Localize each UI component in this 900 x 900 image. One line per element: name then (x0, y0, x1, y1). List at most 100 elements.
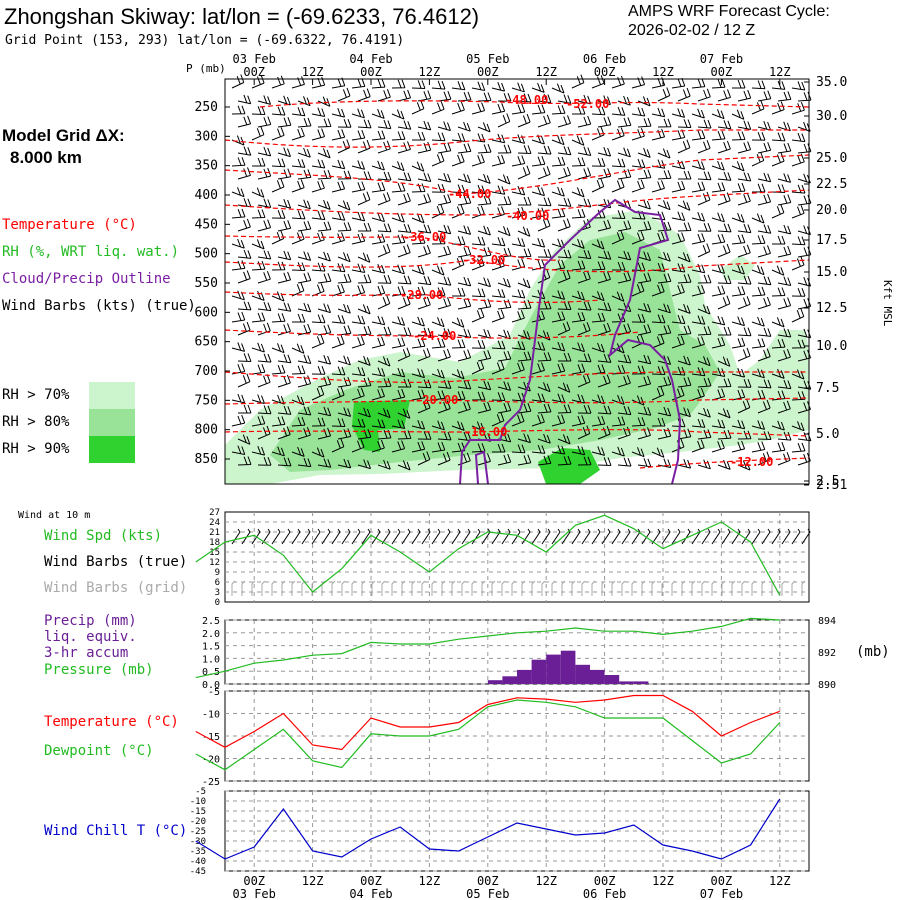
temperature-contour-0 (259, 100, 810, 108)
wind-barb (397, 141, 411, 154)
pressure-tick-label: 650 (195, 335, 218, 350)
wind-barb (577, 301, 592, 311)
wind-barb (777, 224, 792, 235)
wind-barb (337, 458, 352, 469)
wind-barb (612, 261, 626, 271)
true-wind-barb (601, 528, 611, 545)
wind-barb (791, 288, 806, 297)
temperature-line (195, 694, 781, 751)
wind-barb (557, 166, 571, 180)
wind-barb (391, 388, 406, 401)
wind-barb (657, 406, 672, 417)
wind-barb (451, 339, 466, 349)
wind-barb (317, 324, 332, 336)
wind-barb (351, 211, 366, 222)
wind-barb (637, 458, 652, 468)
wind-barb (257, 167, 272, 180)
wind-barb (771, 152, 785, 167)
wind-barb (617, 117, 632, 128)
wind-chill-line (195, 798, 781, 860)
wind-barb (377, 275, 392, 284)
wind-barb (591, 415, 606, 427)
wind-barb (297, 169, 312, 180)
wind-barb (597, 116, 612, 128)
precip-bar (590, 669, 605, 684)
wind-barb (657, 251, 671, 262)
wind-barb (431, 101, 445, 115)
wind-barb (577, 373, 591, 388)
true-wind-barb (271, 528, 281, 545)
wind-barb (431, 132, 446, 142)
wind-barb (697, 223, 712, 232)
wind-barb (697, 171, 712, 181)
wind-barb (637, 169, 652, 180)
wind-barb (611, 230, 625, 245)
wind-barb (351, 263, 366, 273)
wind-barb (657, 324, 672, 336)
wind-barb (251, 364, 266, 375)
wind-barb (317, 376, 332, 388)
pressure-tick-label: 700 (195, 364, 218, 379)
wind-barb (777, 276, 792, 286)
wind-barb (591, 312, 606, 323)
precip-bar (531, 659, 547, 684)
wind-barb (577, 167, 592, 180)
wind-barb (237, 456, 252, 466)
wind-barb (677, 407, 691, 418)
wind-barb (751, 338, 766, 349)
pressure-tick-label: 894 (818, 616, 836, 627)
wind-barb (311, 180, 325, 193)
wind-barb (591, 239, 605, 250)
wind-barb (357, 355, 371, 366)
grid-wind-barb (801, 580, 806, 596)
wind-barb (497, 226, 511, 237)
wind-barb (637, 147, 651, 158)
wind-barb (511, 134, 526, 144)
legend-wind-barbs: Wind Barbs (kts) (true) (2, 298, 196, 314)
wind-barb (697, 377, 712, 388)
wind-barb (671, 232, 686, 245)
temperature-contour-label: -32.00 (462, 253, 505, 267)
wind-barb (572, 105, 586, 115)
wind-barb (451, 132, 466, 142)
wind-barb (238, 404, 252, 414)
wind-barb (717, 429, 732, 440)
bottom-date-label: 06 Feb (583, 887, 626, 900)
grid-wind-barb (581, 580, 586, 596)
rh-key-70-label: RH > 70% (2, 387, 70, 403)
height-tick-label: 22.5 (816, 177, 847, 192)
wind-barb (291, 127, 305, 141)
wind-barb (417, 141, 432, 154)
wind-barb (711, 109, 725, 120)
wind-barb (411, 368, 425, 379)
true-wind-barb (791, 528, 801, 545)
wind-barb (277, 457, 292, 467)
wind-barb (291, 365, 306, 375)
wind-barb (652, 417, 666, 427)
wind-barb (751, 368, 765, 379)
wind-barb (457, 121, 471, 132)
wind-barb (257, 457, 272, 466)
legend-rh: RH (%, WRT liq. wat.) (2, 244, 180, 260)
precip-bar (487, 680, 503, 684)
wind-barb (691, 130, 706, 141)
wind-barb (398, 378, 412, 388)
wind-barb (617, 426, 631, 440)
wind-barb (511, 237, 526, 247)
wind-barb (677, 119, 692, 128)
wind-barb (451, 184, 466, 194)
true-wind-barb (281, 528, 291, 545)
true-wind-barb (261, 528, 271, 545)
wind-barb (537, 455, 552, 466)
wind-barb (231, 74, 245, 89)
wind-barb (571, 363, 586, 375)
wind-barb (451, 317, 465, 328)
wind-barb (397, 275, 412, 285)
wind-barb (251, 260, 266, 271)
wind-barb (737, 172, 752, 182)
grid-wind-barb (791, 580, 796, 596)
wind-barb (497, 277, 511, 288)
wind-barb (631, 107, 646, 117)
wind-barb (697, 429, 712, 440)
height-tick-label: 2.51 (816, 478, 847, 493)
